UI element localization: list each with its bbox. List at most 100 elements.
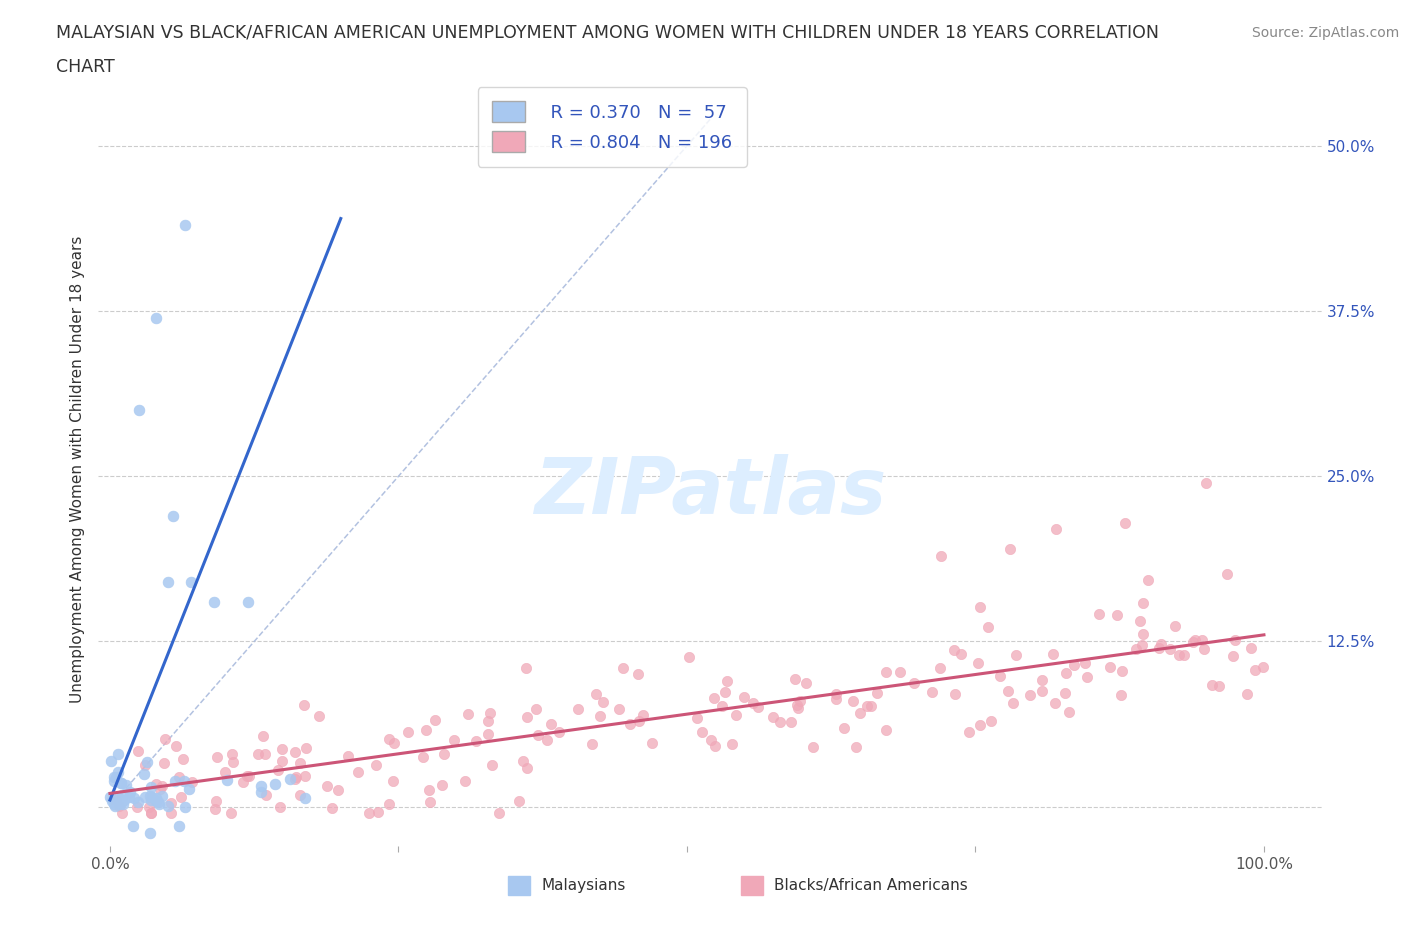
Point [1163,618,1185,633]
Point [214,764,236,779]
Point [457,707,479,722]
Point [1054,666,1077,681]
Point [107,746,129,761]
Point [269,799,291,814]
Point [1088,606,1111,621]
Point [713,684,735,699]
Point [1216,566,1239,581]
Point [419,794,441,809]
Point [115,777,138,792]
Point [167,819,190,834]
Point [866,686,889,701]
Point [1105,607,1128,622]
Point [205,793,228,808]
Point [238,769,260,784]
Point [1045,522,1067,537]
Point [364,758,387,773]
Point [236,769,259,784]
Point [111,788,134,803]
Point [1222,648,1244,663]
Point [146,794,169,809]
Point [433,747,456,762]
Point [700,733,723,748]
Point [122,790,145,805]
Point [824,691,846,706]
Point [516,760,538,775]
Point [762,710,785,724]
Point [148,797,170,812]
Point [1111,687,1133,702]
Point [101,793,124,808]
Point [524,702,547,717]
Point [716,673,738,688]
Point [127,744,149,759]
Point [321,801,343,816]
Point [118,790,141,804]
Point [1005,647,1028,662]
Point [254,787,277,802]
Point [1053,686,1076,701]
Point [288,755,311,770]
Point [134,758,156,773]
Point [167,769,190,784]
Point [998,541,1021,556]
Point [1195,475,1218,490]
Point [825,686,848,701]
Point [271,742,294,757]
Point [454,773,477,788]
Point [789,694,811,709]
Point [107,764,129,779]
Point [111,805,134,820]
Point [174,218,197,232]
Point [641,736,664,751]
Point [170,790,193,804]
Point [619,716,641,731]
Point [903,676,925,691]
Point [430,777,453,792]
Point [842,694,865,709]
Point [548,724,571,739]
Point [139,805,162,820]
Point [859,698,882,713]
Point [100,790,122,804]
Point [488,805,510,820]
Point [980,713,1002,728]
Point [378,731,401,746]
Point [1225,633,1247,648]
Point [367,804,389,819]
Point [263,777,285,791]
Point [589,709,612,724]
Point [149,781,172,796]
Point [477,714,499,729]
Point [145,790,167,805]
Point [132,766,155,781]
Point [246,746,269,761]
Point [285,770,308,785]
Point [1201,677,1223,692]
Point [412,750,434,764]
Point [703,691,725,706]
Point [308,709,330,724]
Point [477,727,499,742]
Point [1098,660,1121,675]
Point [103,797,125,812]
Point [249,785,271,800]
Point [162,509,184,524]
Point [118,785,141,800]
Point [159,805,181,820]
Point [294,740,316,755]
Point [834,721,856,736]
Point [104,769,127,784]
Point [1240,641,1263,656]
Point [769,715,792,730]
Point [104,798,127,813]
Point [725,708,748,723]
Point [156,799,179,814]
Point [464,734,486,749]
Point [1147,641,1170,656]
Point [1168,648,1191,663]
Point [1194,642,1216,657]
Point [105,792,128,807]
Point [845,740,868,755]
Point [163,774,186,789]
